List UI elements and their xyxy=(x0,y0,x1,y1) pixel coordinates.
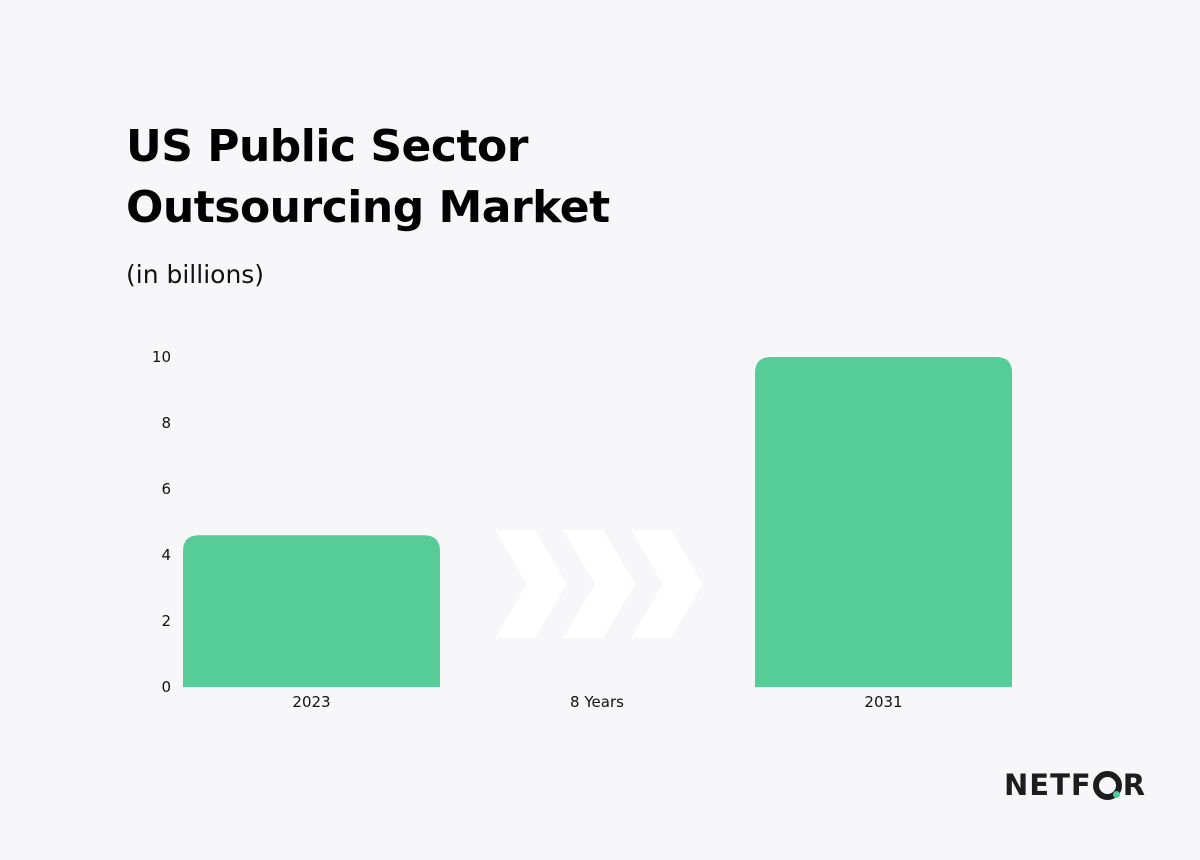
x-category-label: 2023 xyxy=(292,693,330,711)
triple-chevron-right-icon xyxy=(495,530,703,638)
chart-subtitle: (in billions) xyxy=(126,260,265,289)
bar-2023 xyxy=(183,535,440,687)
y-tick-label: 2 xyxy=(161,612,171,630)
chart-title: US Public Sector Outsourcing Market xyxy=(126,121,610,233)
y-tick-label: 8 xyxy=(161,414,171,432)
y-tick-label: 4 xyxy=(161,546,171,564)
netfor-logo: NETF R xyxy=(1004,768,1146,802)
chevron-right-icon xyxy=(495,530,567,638)
chevron-right-icon xyxy=(631,530,703,638)
annotation-label: 8 Years xyxy=(570,693,624,711)
logo-text-suffix: R xyxy=(1122,768,1147,802)
logo-o-icon xyxy=(1092,770,1122,800)
y-tick-label: 10 xyxy=(152,348,171,366)
x-category-label: 2031 xyxy=(864,693,902,711)
y-tick-label: 6 xyxy=(161,480,171,498)
bar-2031 xyxy=(755,357,1012,687)
logo-text-prefix: NETF xyxy=(1004,768,1092,802)
y-tick-label: 0 xyxy=(161,678,171,696)
chevron-right-icon xyxy=(563,530,635,638)
